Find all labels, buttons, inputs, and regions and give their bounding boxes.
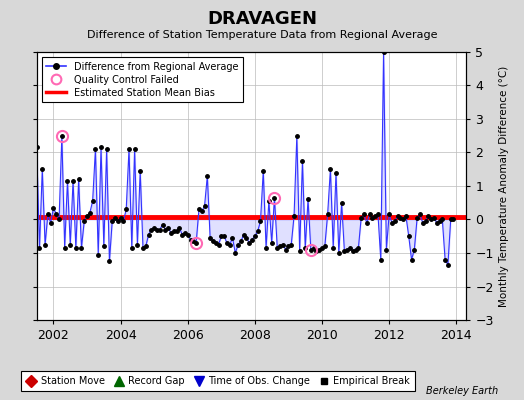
- Text: Difference of Station Temperature Data from Regional Average: Difference of Station Temperature Data f…: [87, 30, 437, 40]
- Y-axis label: Monthly Temperature Anomaly Difference (°C): Monthly Temperature Anomaly Difference (…: [499, 65, 509, 307]
- Legend: Difference from Regional Average, Quality Control Failed, Estimated Station Mean: Difference from Regional Average, Qualit…: [41, 57, 243, 102]
- Text: Berkeley Earth: Berkeley Earth: [425, 386, 498, 396]
- Text: DRAVAGEN: DRAVAGEN: [207, 10, 317, 28]
- Legend: Station Move, Record Gap, Time of Obs. Change, Empirical Break: Station Move, Record Gap, Time of Obs. C…: [20, 372, 415, 391]
